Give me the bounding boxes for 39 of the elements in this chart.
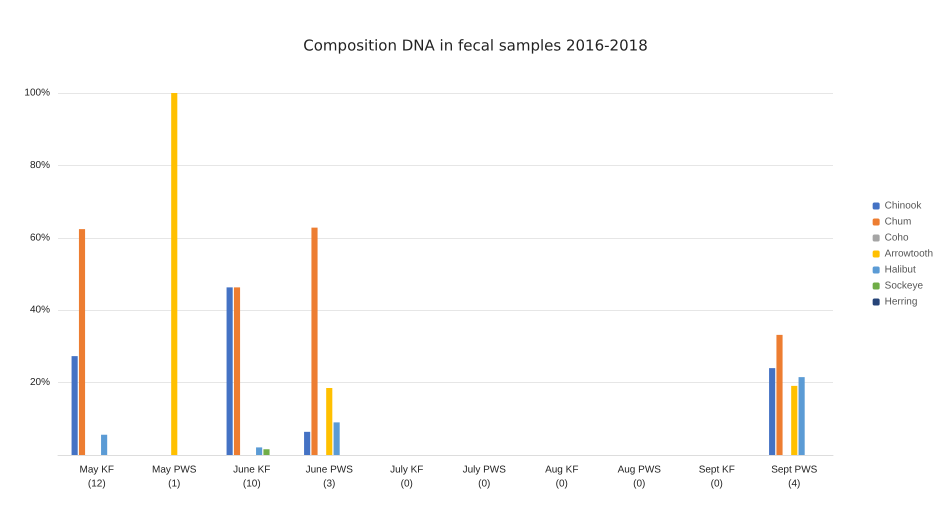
bar [101,434,108,455]
bar [311,228,318,455]
legend-label: Sockeye [884,280,924,292]
bar [769,368,776,455]
legend-label: Chinook [884,200,922,212]
bar [776,334,783,455]
y-tick-label: 80% [30,160,50,171]
y-tick-label: 100% [24,88,50,98]
y-tick-label: 20% [30,377,50,388]
x-tick-label: July KF (0) [390,464,424,490]
bar [798,377,805,455]
bar [234,287,240,455]
bar [304,432,310,455]
bar [171,93,178,455]
x-tick-label: June PWS (3) [306,464,354,490]
legend-label: Chum [884,216,912,228]
bar [256,447,262,455]
chart-title: Composition DNA in fecal samples 2016-2018 [303,36,648,54]
y-tick-label: 60% [30,232,50,244]
x-tick-label: Aug KF (0) [545,464,578,490]
legend-label: Coho [884,232,909,244]
x-tick-label: Sept PWS (4) [771,464,818,490]
y-tick-label: 40% [30,304,50,316]
bar [791,386,798,455]
bar [72,356,78,455]
bar [326,388,332,455]
bar [334,422,340,455]
legend-label: Arrowtooth [884,248,934,260]
x-tick-label: July PWS (0) [462,464,506,490]
x-tick-label: May PWS (1) [152,464,197,490]
bar [263,449,270,455]
bar [226,287,233,455]
bar [78,229,86,455]
legend-label: Halibut [884,264,916,276]
x-tick-label: June KF (10) [233,464,270,490]
x-tick-label: Sept KF (0) [698,464,735,490]
legend-label: Herring [884,296,918,308]
x-tick-label: May KF (12) [80,464,114,490]
x-tick-label: Aug PWS (0) [618,464,662,490]
